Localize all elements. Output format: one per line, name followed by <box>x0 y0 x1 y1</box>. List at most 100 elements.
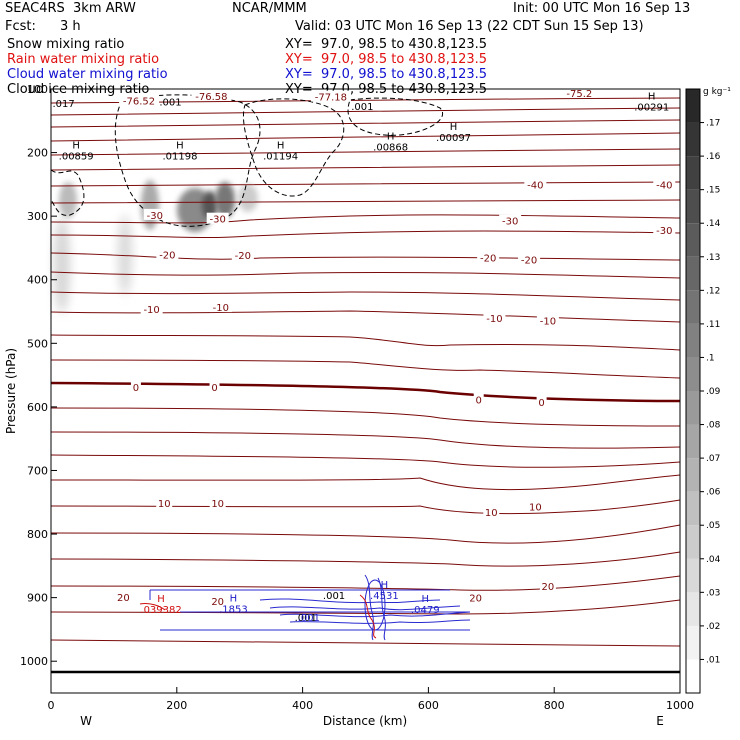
colorbar-label-8: .09 <box>706 387 721 397</box>
x-tick-label-2: 400 <box>292 699 313 712</box>
temperature-label-bg-8 <box>499 214 522 226</box>
temperature-label-bg-2 <box>191 89 232 101</box>
plot-frame <box>50 88 681 694</box>
temperature-label-18: 0 <box>133 383 139 394</box>
temperature-label-10: -20 <box>159 250 175 261</box>
x-axis-title: Distance (km) <box>323 714 407 728</box>
colorbar-label-12: .13 <box>706 253 720 263</box>
snow-labels-marker-2: H <box>277 141 285 152</box>
colorbar-label-9: .1 <box>706 353 715 363</box>
cloud-ice-labels: .017 .001 .001 .001 .001 <box>52 98 373 625</box>
rain-labels-0: .039382 <box>140 605 181 616</box>
colorbar-swatch-2 <box>686 592 700 626</box>
x-tick-label-5: 1000 <box>666 699 694 712</box>
temperature-label-16: -10 <box>486 314 502 325</box>
y-tick-label-3: 400 <box>27 274 48 287</box>
temperature-label-28: 20 <box>469 594 482 605</box>
temperature-label-bg-21 <box>536 395 547 407</box>
snow-labels-4: .00097 <box>436 133 471 144</box>
forecast-label: Fcst: <box>5 19 36 34</box>
temperature-label-12: -20 <box>480 253 496 264</box>
temperature-label-bg-10 <box>156 248 179 260</box>
colorbar-swatch-9 <box>686 357 700 391</box>
colorbar-label-4: .05 <box>706 521 720 531</box>
x-tick-label-0: 0 <box>48 699 55 712</box>
snow-labels-marker-4: H <box>450 122 458 133</box>
field-xy-snow: XY= 97.0, 98.5 to 430.8,123.5 <box>285 37 488 52</box>
cw-labels-marker-0: H <box>230 593 238 604</box>
temperature-label-bg-15 <box>209 301 232 313</box>
field-name-rain: Rain water mixing ratio <box>7 52 160 67</box>
colorbar-label-13: .14 <box>706 219 721 229</box>
x-tick-label-3: 600 <box>418 699 439 712</box>
org-label: NCAR/MMM <box>232 1 307 16</box>
temperature-label-21: 0 <box>538 398 544 409</box>
colorbar-swatch-16 <box>686 122 700 157</box>
temperature-label-bg-29 <box>539 580 556 592</box>
temperature-label-bg-16 <box>483 311 506 323</box>
colorbar-swatch-11 <box>686 290 700 324</box>
colorbar-swatch-12 <box>686 256 700 291</box>
x-tick-label-1: 200 <box>166 699 187 712</box>
ice-labels-3: .001 <box>323 591 345 602</box>
temperature-label-bg-18 <box>130 381 141 393</box>
y-tick-label-2: 300 <box>27 210 48 223</box>
colorbar-unit: g kg⁻¹ <box>703 87 731 97</box>
forecast-hour: 3 h <box>60 19 81 34</box>
temperature-label-1: -76.52 <box>123 96 155 107</box>
colorbar-label-15: .16 <box>706 152 721 162</box>
colorbar-swatch-13 <box>686 223 700 257</box>
temperature-labels: -75.2 -76.52 -76.58 -77.18 -40 -40 -30 -30 -30 -3… <box>115 86 676 608</box>
colorbar-label-14: .15 <box>706 186 720 196</box>
axes: 0 200 400 600 800 100010020030040050060070080… <box>20 83 694 712</box>
cw-labels-1: .4531 <box>370 591 399 602</box>
colorbar-label-10: .11 <box>706 320 720 330</box>
temperature-label-13: -20 <box>521 255 537 266</box>
temperature-contours <box>50 97 681 647</box>
field-name-snow: Snow mixing ratio <box>7 37 125 52</box>
rain-maxima-labels: H.039382 <box>140 594 181 616</box>
temperature-label-17: -10 <box>540 316 556 327</box>
temperature-label-bg-5 <box>653 178 676 190</box>
ice-labels-1: .001 <box>159 98 181 109</box>
x-end-label-east: E <box>656 714 664 728</box>
temperature-label-bg-4 <box>524 178 547 190</box>
temperature-label-27: 20 <box>211 597 224 608</box>
temperature-label-24: 10 <box>485 508 498 519</box>
temperature-label-29: 20 <box>542 582 555 593</box>
snow-maxima-labels: H.00859H.01198H.01194H.00868H.00097H.002… <box>59 92 670 163</box>
y-tick-label-7: 800 <box>27 528 48 541</box>
y-tick-label-8: 900 <box>27 592 48 605</box>
init-time: Init: 00 UTC Mon 16 Sep 13 <box>513 1 691 16</box>
rain-contours <box>139 594 377 639</box>
snow-labels-marker-1: H <box>176 141 184 152</box>
temperature-label-0: -75.2 <box>566 89 592 100</box>
snow-labels-0: .00859 <box>59 152 94 163</box>
colorbar-label-5: .06 <box>706 488 721 498</box>
colorbar-swatch-15 <box>686 156 700 190</box>
temperature-label-bg-9 <box>653 224 676 236</box>
cw-labels-2: .0479 <box>411 605 440 616</box>
temperature-label-bg-22 <box>156 496 173 508</box>
temperature-label-bg-28 <box>467 591 484 603</box>
snow-labels-3: .00868 <box>373 143 408 154</box>
colorbar-swatch-5 <box>686 491 700 526</box>
snow-labels-marker-3: H <box>387 132 395 143</box>
temperature-label-bg-11 <box>231 248 254 260</box>
field-xy-cloud-water: XY= 97.0, 98.5 to 430.8,123.5 <box>285 67 488 82</box>
temperature-label-8: -30 <box>502 217 518 228</box>
colorbar-swatch-3 <box>686 558 700 593</box>
field-name-cloud-water: Cloud water mixing ratio <box>7 67 168 82</box>
temperature-label-5: -40 <box>656 180 672 191</box>
colorbar-label-11: .12 <box>706 286 720 296</box>
ice-labels-4: .001 <box>295 613 317 624</box>
x-end-label-west: W <box>80 714 92 728</box>
y-tick-label-0: 100 <box>27 83 48 96</box>
cloud-water-contour-label-0: .001 <box>298 613 320 624</box>
snow-labels-2: .01194 <box>263 152 298 163</box>
colorbar-label-6: .07 <box>706 454 720 464</box>
temperature-label-20: 0 <box>476 395 482 406</box>
temperature-label-bg-19 <box>209 381 220 393</box>
temperature-label-bg-3 <box>310 90 351 102</box>
